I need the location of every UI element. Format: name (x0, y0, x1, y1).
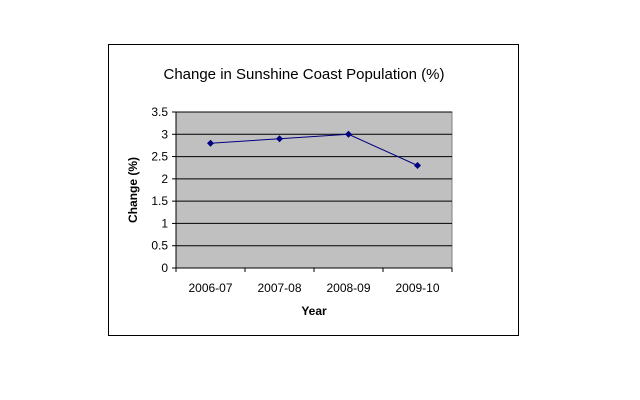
y-tick-label: 2 (161, 172, 168, 186)
grid-lines (176, 111, 452, 247)
data-point (414, 161, 421, 169)
x-axis-title: Year (301, 304, 327, 318)
x-tick-label: 2007-08 (257, 281, 301, 295)
y-axis-title: Change (%) (126, 157, 140, 223)
y-tick-label: 1 (161, 216, 168, 230)
y-tick-label: 3.5 (151, 105, 168, 119)
series-line (210, 133, 418, 166)
x-tick-label: 2006-07 (188, 281, 232, 295)
y-tick-label: 1.5 (151, 194, 168, 208)
y-tick-label: 0.5 (151, 239, 168, 253)
x-tick-label: 2009-10 (395, 281, 439, 295)
y-tick-label: 2.5 (151, 150, 168, 164)
data-point (207, 139, 214, 147)
chart-title: Change in Sunshine Coast Population (%) (163, 66, 444, 83)
x-tick-label: 2008-09 (326, 281, 370, 295)
data-point (276, 135, 283, 143)
y-tick-label: 0 (161, 261, 168, 275)
y-axis: 0 0.5 1 1.5 2 2.5 3 3.5 (151, 105, 177, 275)
series-layer (207, 130, 421, 169)
y-tick-label: 3 (161, 127, 168, 141)
x-axis: 2006-07 2007-08 2008-09 2009-10 (175, 267, 453, 295)
data-point (345, 130, 352, 138)
plot-area (175, 111, 453, 269)
